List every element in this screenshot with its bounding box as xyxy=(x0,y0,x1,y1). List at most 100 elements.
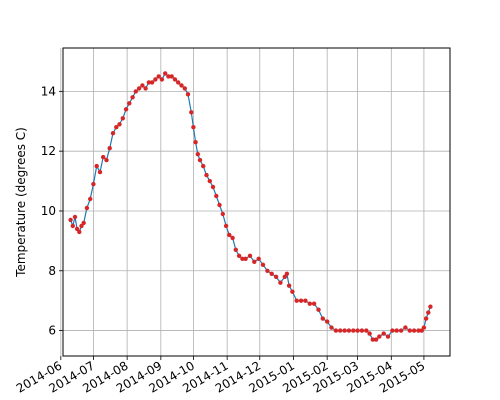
series-temperature xyxy=(68,71,433,342)
data-point xyxy=(373,337,379,342)
data-point xyxy=(169,74,174,79)
data-point xyxy=(91,181,96,187)
data-point xyxy=(398,328,404,333)
data-point xyxy=(127,101,132,106)
data-point xyxy=(273,274,279,279)
data-point xyxy=(153,77,158,82)
y-tick-label: 8 xyxy=(48,264,56,278)
data-point xyxy=(329,325,334,330)
data-point xyxy=(290,289,295,294)
data-point xyxy=(338,328,343,333)
data-point xyxy=(346,328,352,333)
grid xyxy=(60,48,450,356)
data-point xyxy=(172,77,178,82)
data-point xyxy=(77,229,82,235)
data-point xyxy=(311,301,317,306)
data-point xyxy=(416,328,421,333)
data-point xyxy=(207,178,212,184)
data-point xyxy=(230,235,235,241)
data-point xyxy=(204,172,209,178)
data-point xyxy=(189,110,194,115)
data-point xyxy=(149,80,155,85)
data-point xyxy=(423,316,429,321)
data-point xyxy=(351,328,356,333)
y-tick-label: 12 xyxy=(41,144,56,158)
data-point xyxy=(84,205,90,211)
data-point xyxy=(381,331,386,336)
data-point xyxy=(403,325,408,330)
data-point xyxy=(333,328,339,333)
data-point xyxy=(185,92,191,97)
data-point xyxy=(364,328,369,333)
data-point xyxy=(133,89,138,94)
data-point xyxy=(220,211,225,217)
data-point xyxy=(193,140,198,145)
data-point xyxy=(307,301,312,306)
data-point xyxy=(240,256,245,261)
data-point xyxy=(195,152,200,157)
data-point xyxy=(166,74,171,79)
data-point xyxy=(140,83,145,88)
data-point xyxy=(260,262,266,267)
data-point xyxy=(421,325,427,330)
data-point xyxy=(316,307,321,312)
data-point xyxy=(256,256,261,261)
data-point xyxy=(94,163,99,169)
data-point xyxy=(411,328,417,333)
data-point xyxy=(286,283,292,288)
data-point xyxy=(377,334,382,339)
data-point xyxy=(407,328,412,333)
data-point xyxy=(81,220,86,226)
data-point xyxy=(104,157,109,163)
data-point xyxy=(97,169,103,175)
plot-frame xyxy=(62,47,451,357)
data-point xyxy=(367,331,372,336)
data-point xyxy=(394,328,399,333)
data-point xyxy=(110,131,116,136)
data-point xyxy=(247,253,253,258)
data-point xyxy=(298,298,304,303)
y-tick-label: 10 xyxy=(41,204,56,218)
data-point xyxy=(136,86,142,91)
data-point xyxy=(176,80,181,85)
data-point xyxy=(236,253,242,258)
data-point xyxy=(320,316,325,321)
y-tick-label: 14 xyxy=(41,84,56,98)
data-point xyxy=(68,217,73,223)
data-point xyxy=(117,122,122,127)
data-point xyxy=(159,77,165,82)
data-point xyxy=(342,328,347,333)
data-point xyxy=(265,268,270,273)
data-point xyxy=(146,80,152,85)
data-point xyxy=(101,154,106,160)
data-point xyxy=(227,232,232,238)
data-point xyxy=(182,86,187,91)
data-point xyxy=(284,271,290,276)
data-point xyxy=(325,319,330,324)
data-point xyxy=(252,259,257,264)
data-point xyxy=(294,298,299,303)
data-point xyxy=(191,125,196,130)
data-point xyxy=(143,86,148,91)
data-point xyxy=(163,71,168,76)
data-point xyxy=(210,184,216,190)
data-point xyxy=(223,223,229,229)
data-point xyxy=(370,337,375,342)
y-axis-label: Temperature (degrees C) xyxy=(14,127,28,278)
data-point xyxy=(72,214,78,220)
data-point xyxy=(120,116,126,121)
data-point xyxy=(114,125,119,130)
data-point xyxy=(107,146,112,151)
data-point xyxy=(278,280,283,285)
data-point xyxy=(269,271,274,276)
data-point xyxy=(123,107,129,112)
data-point xyxy=(217,202,222,208)
y-tick-label: 6 xyxy=(48,324,56,338)
data-point xyxy=(428,304,433,309)
data-point xyxy=(355,328,360,333)
data-point xyxy=(385,334,391,339)
data-point xyxy=(156,74,161,79)
data-point xyxy=(70,223,76,229)
